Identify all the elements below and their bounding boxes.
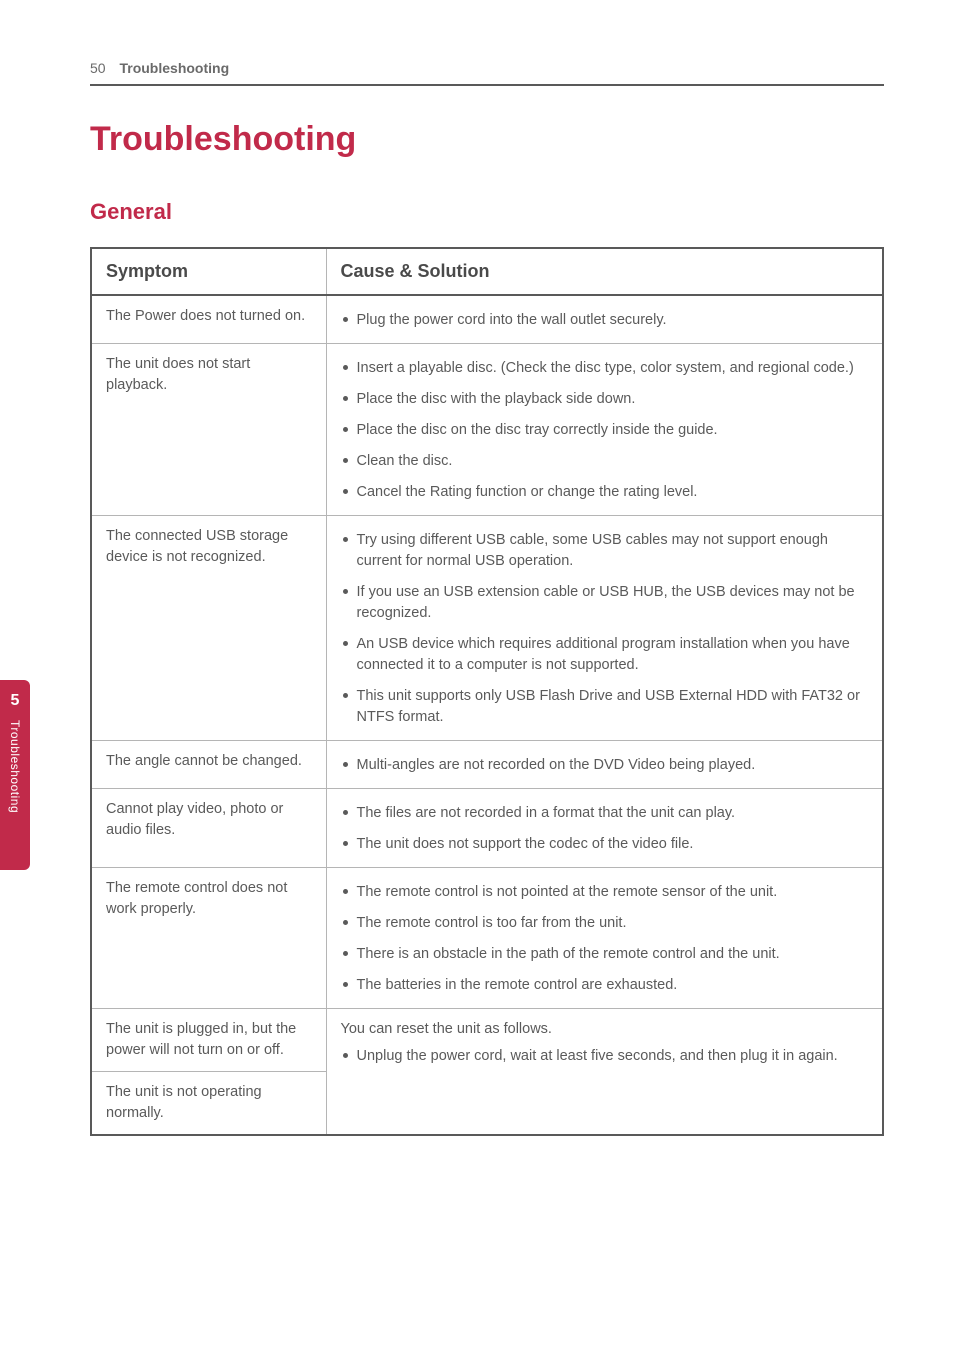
cause-item: Insert a playable disc. (Check the disc …: [341, 358, 869, 379]
cause-item: If you use an USB extension cable or USB…: [341, 582, 869, 624]
col-header-cause: Cause & Solution: [326, 248, 883, 295]
cause-cell: Plug the power cord into the wall outlet…: [326, 295, 883, 344]
table-row: The connected USB storage device is not …: [91, 516, 883, 741]
reset-intro: You can reset the unit as follows.: [341, 1019, 869, 1040]
cause-item: The batteries in the remote control are …: [341, 975, 869, 996]
cause-cell: The files are not recorded in a format t…: [326, 789, 883, 868]
cause-item: Clean the disc.: [341, 451, 869, 472]
cause-cell: You can reset the unit as follows. Unplu…: [326, 1009, 883, 1136]
cause-cell: Multi-angles are not recorded on the DVD…: [326, 741, 883, 789]
cause-item: There is an obstacle in the path of the …: [341, 944, 869, 965]
cause-item: Multi-angles are not recorded on the DVD…: [341, 755, 869, 776]
table-row: The Power does not turned on. Plug the p…: [91, 295, 883, 344]
cause-item: Place the disc on the disc tray correctl…: [341, 420, 869, 441]
symptom-cell: The unit is not operating normally.: [91, 1072, 326, 1136]
table-row: Cannot play video, photo or audio files.…: [91, 789, 883, 868]
cause-item: Place the disc with the playback side do…: [341, 389, 869, 410]
symptom-cell: The Power does not turned on.: [91, 295, 326, 344]
table-row: The remote control does not work properl…: [91, 868, 883, 1009]
cause-item: Try using different USB cable, some USB …: [341, 530, 869, 572]
cause-item: The files are not recorded in a format t…: [341, 803, 869, 824]
cause-item: This unit supports only USB Flash Drive …: [341, 686, 869, 728]
troubleshooting-table: Symptom Cause & Solution The Power does …: [90, 247, 884, 1136]
symptom-cell: Cannot play video, photo or audio files.: [91, 789, 326, 868]
cause-item: Plug the power cord into the wall outlet…: [341, 310, 869, 331]
side-tab-label: Troubleshooting: [8, 720, 22, 813]
cause-item: The remote control is not pointed at the…: [341, 882, 869, 903]
symptom-cell: The unit is plugged in, but the power wi…: [91, 1009, 326, 1072]
cause-cell: The remote control is not pointed at the…: [326, 868, 883, 1009]
running-header: 50 Troubleshooting: [90, 60, 884, 86]
section-subtitle: General: [90, 199, 884, 225]
cause-cell: Insert a playable disc. (Check the disc …: [326, 344, 883, 516]
side-tab-number: 5: [11, 692, 20, 710]
symptom-cell: The unit does not start playback.: [91, 344, 326, 516]
page-number: 50: [90, 60, 106, 76]
table-row: The unit does not start playback. Insert…: [91, 344, 883, 516]
table-row: The unit is plugged in, but the power wi…: [91, 1009, 883, 1072]
cause-item: Cancel the Rating function or change the…: [341, 482, 869, 503]
page-title: Troubleshooting: [90, 120, 884, 159]
cause-item: Unplug the power cord, wait at least fiv…: [341, 1046, 869, 1067]
symptom-cell: The remote control does not work properl…: [91, 868, 326, 1009]
cause-item: The remote control is too far from the u…: [341, 913, 869, 934]
cause-item: An USB device which requires additional …: [341, 634, 869, 676]
col-header-symptom: Symptom: [91, 248, 326, 295]
header-section: Troubleshooting: [119, 60, 229, 76]
table-row: The angle cannot be changed. Multi-angle…: [91, 741, 883, 789]
symptom-cell: The angle cannot be changed.: [91, 741, 326, 789]
cause-item: The unit does not support the codec of t…: [341, 834, 869, 855]
page-content: 50 Troubleshooting Troubleshooting Gener…: [0, 0, 954, 1196]
symptom-cell: The connected USB storage device is not …: [91, 516, 326, 741]
cause-cell: Try using different USB cable, some USB …: [326, 516, 883, 741]
side-tab: 5 Troubleshooting: [0, 680, 30, 870]
